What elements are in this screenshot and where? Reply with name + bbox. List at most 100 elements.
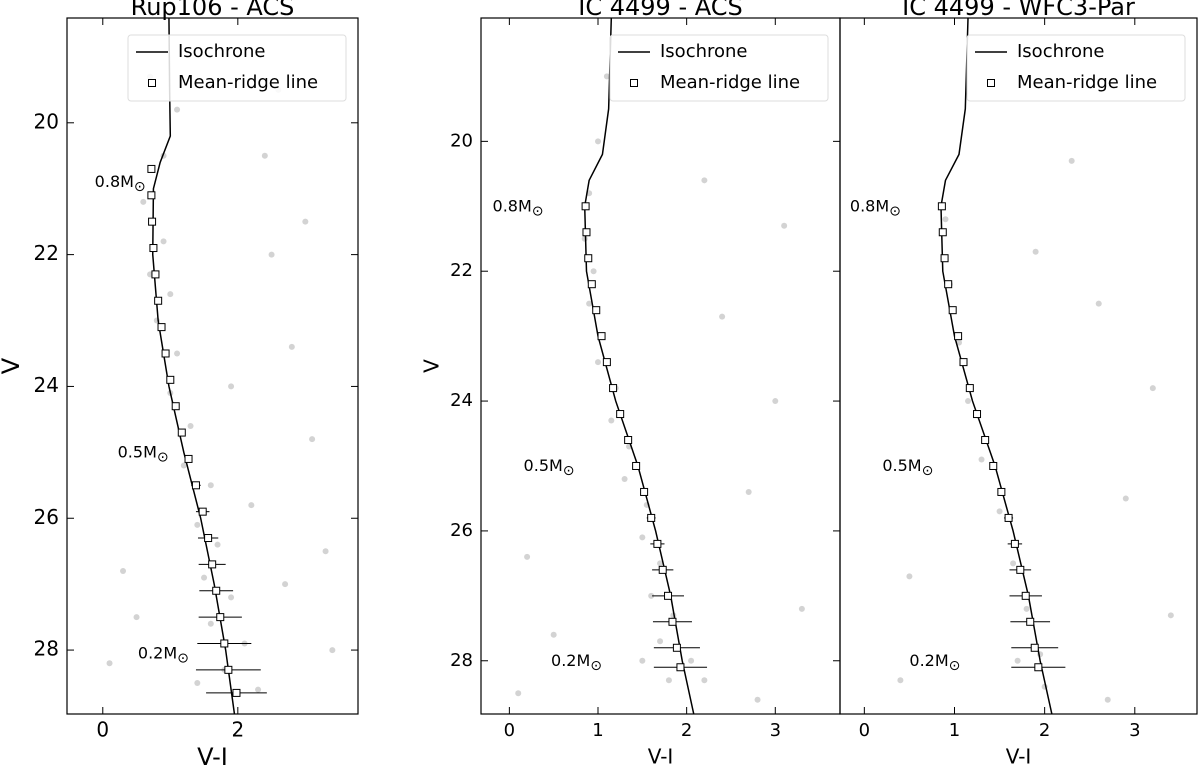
ridge-point bbox=[582, 228, 591, 237]
legend-square bbox=[630, 79, 638, 87]
annotation-text: 0.2M bbox=[138, 643, 177, 662]
ridge-point bbox=[989, 461, 998, 470]
ridge-point bbox=[191, 481, 200, 490]
mass-annotation: 0.5M⊙ bbox=[524, 455, 575, 479]
legend-box bbox=[127, 34, 347, 102]
ridge-point bbox=[1030, 643, 1039, 652]
ridge-point bbox=[166, 375, 175, 384]
star bbox=[322, 548, 329, 555]
star bbox=[639, 657, 646, 664]
star bbox=[207, 620, 214, 627]
ridge-point bbox=[157, 323, 166, 332]
star bbox=[268, 251, 275, 258]
mass-annotation: 0.5M⊙ bbox=[882, 455, 933, 479]
ridge-point bbox=[1010, 539, 1019, 548]
x-tick-label: 0 bbox=[96, 718, 109, 742]
chart-title: Rup106 - ACS bbox=[131, 0, 295, 21]
ridge-point bbox=[616, 410, 625, 419]
x-tick-label: 0 bbox=[859, 720, 870, 741]
star bbox=[648, 592, 655, 599]
x-tick-label: 2 bbox=[681, 720, 692, 741]
x-tick-label: 3 bbox=[770, 720, 781, 741]
legend-box bbox=[966, 34, 1186, 102]
ridge-point bbox=[232, 688, 241, 697]
ridge-point bbox=[161, 349, 170, 358]
star bbox=[167, 291, 174, 298]
star bbox=[1167, 612, 1174, 619]
ridge-point bbox=[965, 384, 974, 393]
ridge-point bbox=[147, 191, 156, 200]
ridge-point bbox=[216, 613, 225, 622]
star bbox=[160, 238, 167, 245]
star bbox=[798, 605, 805, 612]
annotation-sub: ⊙ bbox=[134, 179, 146, 195]
ridge-point bbox=[1016, 565, 1025, 574]
annotation-sub: ⊙ bbox=[157, 449, 169, 465]
star bbox=[754, 696, 761, 703]
star bbox=[228, 383, 235, 390]
ridge-point bbox=[224, 665, 233, 674]
star bbox=[282, 581, 289, 588]
star bbox=[1095, 300, 1102, 307]
ridge-point bbox=[581, 202, 590, 211]
x-tick-label: 3 bbox=[1129, 720, 1140, 741]
star bbox=[550, 631, 557, 638]
annotation-text: 0.8M bbox=[493, 196, 532, 215]
ridge-point bbox=[204, 534, 213, 543]
y-tick-label: 22 bbox=[34, 241, 59, 265]
ridge-point bbox=[668, 617, 677, 626]
ridge-point bbox=[154, 296, 163, 305]
ridge-point bbox=[653, 539, 662, 548]
ridge-point bbox=[220, 639, 229, 648]
ridge-point bbox=[184, 454, 193, 463]
star bbox=[187, 422, 194, 429]
mass-annotation: 0.5M⊙ bbox=[118, 442, 169, 466]
ridge-point bbox=[597, 332, 606, 341]
ridge-point bbox=[198, 507, 207, 516]
star bbox=[1122, 495, 1129, 502]
star bbox=[228, 594, 235, 601]
ridge-point bbox=[959, 358, 968, 367]
star bbox=[1104, 696, 1111, 703]
star bbox=[302, 218, 309, 225]
x-tick-label: 2 bbox=[231, 718, 244, 742]
y-tick-label: 26 bbox=[34, 505, 59, 529]
ridge-point bbox=[147, 164, 156, 173]
ridge-point bbox=[997, 487, 1006, 496]
chart-title: IC 4499 - ACS bbox=[578, 0, 742, 21]
mass-annotation: 0.2M⊙ bbox=[909, 650, 960, 674]
star bbox=[665, 677, 672, 684]
star bbox=[942, 216, 949, 223]
annotation-text: 0.5M bbox=[524, 455, 563, 474]
star bbox=[194, 680, 201, 687]
star bbox=[140, 198, 147, 205]
star bbox=[906, 573, 913, 580]
x-tick-label: 0 bbox=[504, 720, 515, 741]
annotation-text: 0.5M bbox=[882, 455, 921, 474]
annotation-text: 0.8M bbox=[95, 172, 134, 191]
legend-label: Isochrone bbox=[178, 41, 266, 62]
ridge-point bbox=[602, 358, 611, 367]
ridge-point bbox=[624, 436, 633, 445]
ridge-point bbox=[948, 306, 957, 315]
ridge-point bbox=[1021, 591, 1030, 600]
star bbox=[214, 541, 221, 548]
annotation-sub: ⊙ bbox=[177, 650, 189, 666]
star bbox=[1010, 560, 1017, 567]
y-tick-label: 28 bbox=[450, 650, 473, 671]
star bbox=[309, 436, 316, 443]
annotation-text: 0.5M bbox=[118, 442, 157, 461]
star bbox=[581, 235, 588, 242]
ridge-point bbox=[944, 280, 953, 289]
axes-frame bbox=[839, 17, 1198, 715]
star bbox=[603, 73, 610, 80]
y-tick-label: 24 bbox=[450, 390, 473, 411]
ridge-point bbox=[981, 436, 990, 445]
ridge-point bbox=[658, 565, 667, 574]
x-tick-label: 2 bbox=[1039, 720, 1050, 741]
y-axis-label: V bbox=[420, 359, 444, 373]
star bbox=[719, 313, 726, 320]
mass-annotation: 0.8M⊙ bbox=[493, 196, 544, 220]
mass-annotation: 0.8M⊙ bbox=[850, 196, 901, 220]
ridge-point bbox=[647, 513, 656, 522]
